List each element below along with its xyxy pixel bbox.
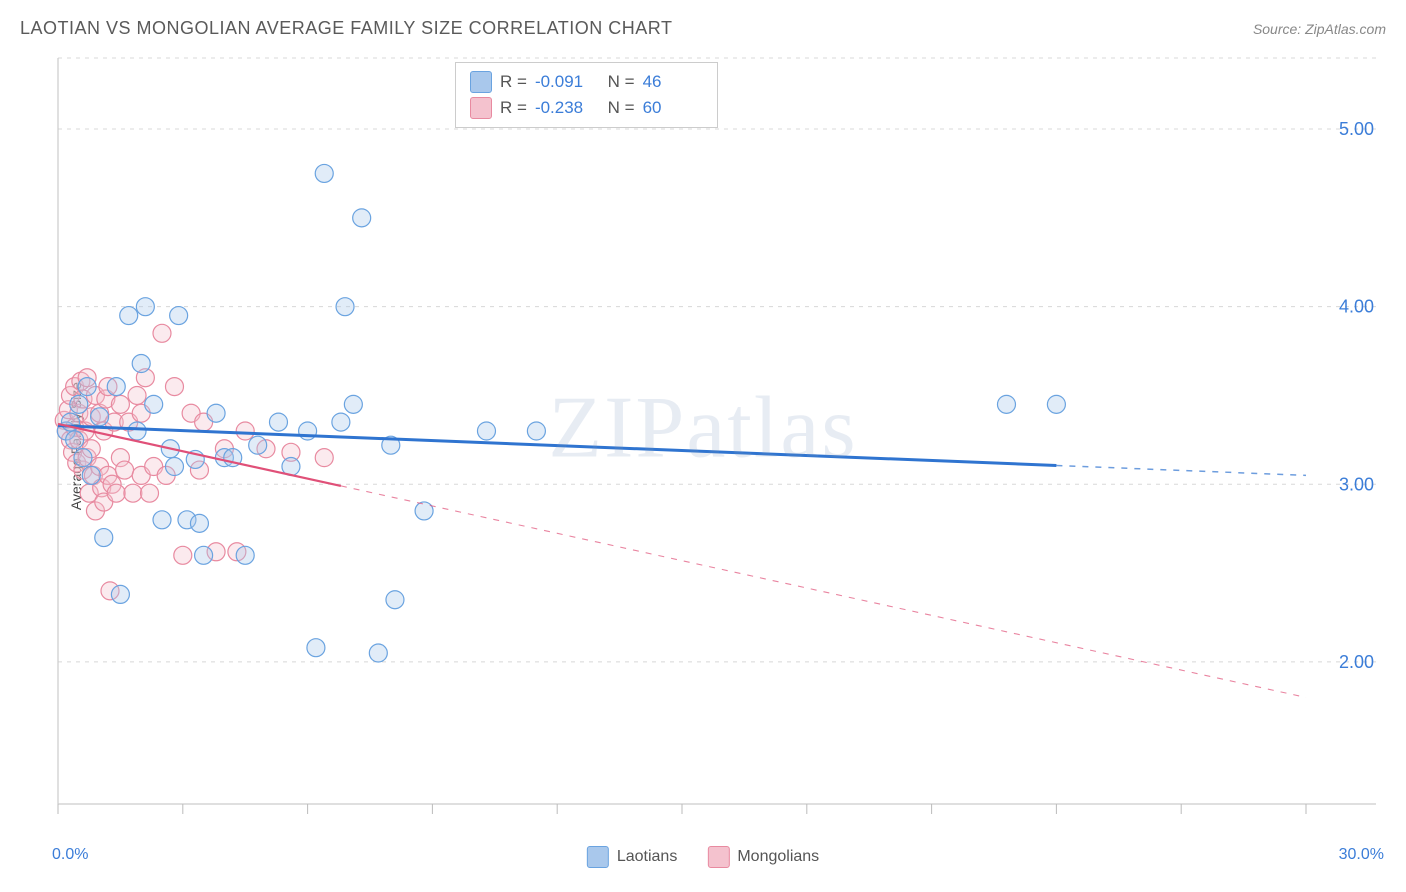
legend-label: Mongolians xyxy=(737,848,819,866)
stats-swatch xyxy=(470,97,492,119)
chart-header: LAOTIAN VS MONGOLIAN AVERAGE FAMILY SIZE… xyxy=(20,18,1386,39)
source-attribution: Source: ZipAtlas.com xyxy=(1253,21,1386,37)
legend-item-laotians: Laotians xyxy=(587,846,678,868)
svg-text:4.00: 4.00 xyxy=(1339,297,1374,317)
stats-r-value: -0.238 xyxy=(535,98,595,118)
stats-swatch xyxy=(470,71,492,93)
bottom-legend: Laotians Mongolians xyxy=(587,846,819,868)
stats-n-value: 46 xyxy=(643,72,703,92)
stats-r-label: R = xyxy=(500,72,527,92)
x-axis-max-label: 30.0% xyxy=(1339,846,1384,864)
svg-text:3.00: 3.00 xyxy=(1339,474,1374,494)
x-axis-min-label: 0.0% xyxy=(52,846,88,864)
stats-n-value: 60 xyxy=(643,98,703,118)
legend-swatch-mongolians xyxy=(707,846,729,868)
legend-swatch-laotians xyxy=(587,846,609,868)
stats-n-label: N = xyxy=(603,72,635,92)
stats-n-label: N = xyxy=(603,98,635,118)
svg-text:2.00: 2.00 xyxy=(1339,652,1374,672)
chart-plot-area: 2.00 3.00 4.00 5.00 xyxy=(50,50,1386,832)
stats-row: R = -0.238 N = 60 xyxy=(470,95,703,121)
stats-r-label: R = xyxy=(500,98,527,118)
legend-item-mongolians: Mongolians xyxy=(707,846,819,868)
chart-title: LAOTIAN VS MONGOLIAN AVERAGE FAMILY SIZE… xyxy=(20,18,672,39)
svg-text:5.00: 5.00 xyxy=(1339,119,1374,139)
correlation-stats-box: R = -0.091 N = 46R = -0.238 N = 60 xyxy=(455,62,718,128)
legend-label: Laotians xyxy=(617,848,678,866)
stats-row: R = -0.091 N = 46 xyxy=(470,69,703,95)
chart-svg: 2.00 3.00 4.00 5.00 xyxy=(50,50,1386,832)
stats-r-value: -0.091 xyxy=(535,72,595,92)
